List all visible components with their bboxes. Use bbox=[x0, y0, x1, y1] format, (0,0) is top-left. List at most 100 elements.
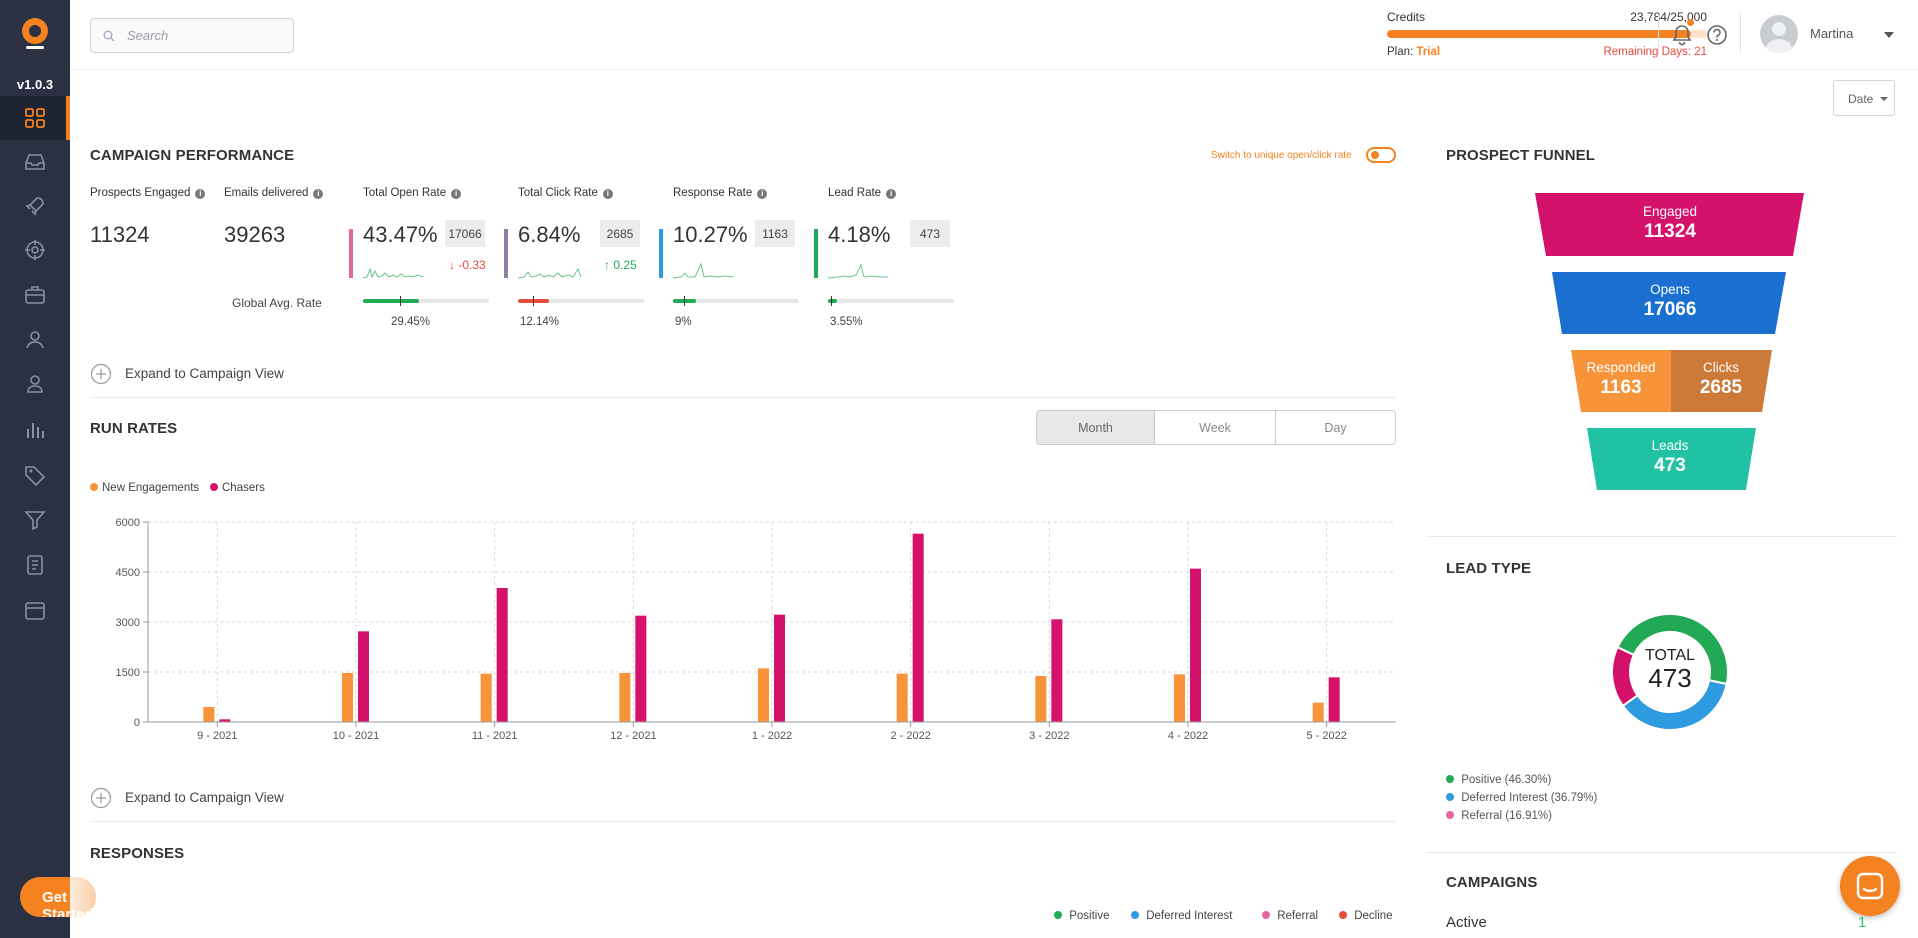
funnel-clicks-shape[interactable] bbox=[1671, 350, 1772, 412]
notification-bell-icon[interactable] bbox=[1672, 24, 1692, 46]
x-tick-label: 11 - 2021 bbox=[472, 730, 518, 742]
bar-new-engagements bbox=[1312, 702, 1324, 722]
x-tick-label: 9 - 2021 bbox=[197, 730, 237, 742]
campaigns-active-count[interactable]: 1 bbox=[1858, 914, 1867, 931]
funnel-responded-shape[interactable] bbox=[1571, 350, 1671, 412]
sidebar-item-document[interactable] bbox=[0, 543, 70, 587]
lead-type-legend-positive[interactable]: Positive (46.30%) bbox=[1446, 774, 1551, 786]
rate-color-bar bbox=[814, 229, 818, 278]
legend-dot bbox=[1262, 911, 1270, 919]
user-name[interactable]: Martina bbox=[1810, 26, 1854, 41]
search-input[interactable]: Search bbox=[90, 18, 294, 53]
sparkline-path bbox=[828, 263, 888, 279]
legend-chasers[interactable]: Chasers bbox=[210, 482, 265, 494]
info-icon[interactable]: i bbox=[313, 189, 324, 199]
info-icon[interactable]: i bbox=[757, 189, 768, 199]
chevron-down-icon[interactable] bbox=[1884, 32, 1894, 38]
rate-label-text: Total Open Rate bbox=[363, 187, 447, 199]
top-header: Search Credits 23,784/25,000 Plan: Trial… bbox=[70, 0, 1918, 70]
rate-sparkline bbox=[673, 262, 734, 279]
sidebar-item-inbox[interactable] bbox=[0, 140, 70, 184]
lead-type-legend-referral[interactable]: Referral (16.91%) bbox=[1446, 810, 1552, 822]
unique-rate-toggle-label: Switch to unique open/click rate bbox=[1211, 150, 1352, 161]
funnel-opens[interactable]: Opens 17066 bbox=[1535, 282, 1805, 321]
sidebar-item-target[interactable] bbox=[0, 228, 70, 272]
lead-type-title: LEAD TYPE bbox=[1446, 560, 1532, 577]
funnel-opens-value: 17066 bbox=[1643, 299, 1697, 320]
chat-icon bbox=[1856, 872, 1884, 900]
rate-label-3: Lead Rate i bbox=[828, 187, 897, 199]
unique-rate-toggle[interactable] bbox=[1366, 147, 1396, 163]
user-avatar-icon bbox=[1766, 22, 1792, 53]
global-avg-marker bbox=[533, 296, 534, 306]
legend-decline[interactable]: Decline bbox=[1339, 910, 1393, 922]
run-rates-title: RUN RATES bbox=[90, 420, 178, 437]
rate-count: 2685 bbox=[600, 220, 640, 247]
legend-label: New Engagements bbox=[102, 482, 200, 494]
funnel-responded-label: Responded bbox=[1586, 360, 1656, 375]
sidebar-item-user[interactable] bbox=[0, 318, 70, 362]
rate-label-1: Total Click Rate i bbox=[518, 187, 613, 199]
credits-progress-fill bbox=[1387, 30, 1692, 38]
target-icon bbox=[25, 240, 45, 260]
legend-dot bbox=[1339, 911, 1347, 919]
info-icon[interactable]: i bbox=[451, 189, 462, 199]
legend-referral[interactable]: Referral bbox=[1262, 910, 1318, 922]
y-tick-label: 1500 bbox=[116, 667, 140, 679]
legend-new-engagements[interactable]: New Engagements bbox=[90, 482, 199, 494]
bar-chasers bbox=[774, 614, 785, 722]
tab-week[interactable]: Week bbox=[1155, 410, 1276, 445]
global-avg-value: 9% bbox=[675, 316, 692, 328]
legend-deferred-interest[interactable]: Deferred Interest bbox=[1131, 910, 1233, 922]
rate-count: 1163 bbox=[755, 220, 795, 247]
rate-delta-value: -0.33 bbox=[458, 258, 486, 272]
prospect-funnel-chart bbox=[1535, 193, 1804, 490]
tab-month[interactable]: Month bbox=[1036, 410, 1155, 445]
info-icon[interactable]: i bbox=[886, 189, 897, 199]
prospect-funnel-title: PROSPECT FUNNEL bbox=[1446, 147, 1596, 164]
lead-type-legend-deferred[interactable]: Deferred Interest (36.79%) bbox=[1446, 792, 1597, 804]
section-divider bbox=[90, 821, 1396, 822]
sidebar-item-template[interactable] bbox=[0, 589, 70, 633]
campaign-performance-title: CAMPAIGN PERFORMANCE bbox=[90, 147, 295, 164]
funnel-engaged[interactable]: Engaged 11324 bbox=[1535, 204, 1805, 243]
sidebar-item-users[interactable] bbox=[0, 362, 70, 406]
help-icon[interactable] bbox=[1706, 24, 1728, 46]
info-icon[interactable]: i bbox=[195, 189, 206, 199]
avatar[interactable] bbox=[1760, 15, 1798, 53]
funnel-responded[interactable]: Responded 1163 bbox=[1571, 360, 1671, 399]
sidebar-item-dashboard-grid[interactable] bbox=[0, 96, 70, 140]
funnel-clicks[interactable]: Clicks 2685 bbox=[1671, 360, 1771, 399]
rate-label-text: Lead Rate bbox=[828, 187, 882, 199]
bar-chart-icon bbox=[27, 423, 44, 438]
tab-day[interactable]: Day bbox=[1276, 410, 1396, 445]
prospects-engaged-value: 11324 bbox=[90, 222, 150, 247]
funnel-engaged-shape[interactable] bbox=[1535, 193, 1804, 256]
search-placeholder: Search bbox=[127, 28, 169, 43]
funnel-leads-shape[interactable] bbox=[1587, 428, 1756, 490]
bar-new-engagements bbox=[896, 673, 908, 722]
bar-new-engagements bbox=[758, 668, 769, 722]
sidebar-item-tag[interactable] bbox=[0, 453, 70, 497]
funnel-opens-shape[interactable] bbox=[1552, 272, 1786, 334]
plan-info: Plan: Trial bbox=[1387, 46, 1440, 58]
template-icon bbox=[25, 602, 45, 620]
chat-launcher-button[interactable] bbox=[1840, 856, 1900, 916]
x-tick-label: 10 - 2021 bbox=[333, 730, 379, 742]
sidebar-item-briefcase[interactable] bbox=[0, 273, 70, 317]
plan-value[interactable]: Trial bbox=[1416, 46, 1441, 58]
global-avg-fill bbox=[363, 299, 419, 303]
sidebar-item-rocket[interactable] bbox=[0, 184, 70, 228]
date-filter-button[interactable]: Date bbox=[1833, 80, 1895, 116]
x-tick-label: 2 - 2022 bbox=[890, 730, 930, 742]
funnel-clicks-label: Clicks bbox=[1703, 360, 1739, 375]
funnel-leads[interactable]: Leads 473 bbox=[1535, 438, 1805, 477]
sidebar-item-filter[interactable] bbox=[0, 498, 70, 542]
legend-label: Deferred Interest (36.79%) bbox=[1461, 792, 1598, 804]
app-logo-icon[interactable] bbox=[18, 14, 52, 52]
funnel-opens-label: Opens bbox=[1650, 282, 1690, 297]
legend-positive[interactable]: Positive bbox=[1054, 910, 1109, 922]
donut-total-label: TOTAL bbox=[1644, 647, 1696, 664]
info-icon[interactable]: i bbox=[602, 189, 613, 199]
sidebar-item-bar-chart[interactable] bbox=[0, 408, 70, 452]
